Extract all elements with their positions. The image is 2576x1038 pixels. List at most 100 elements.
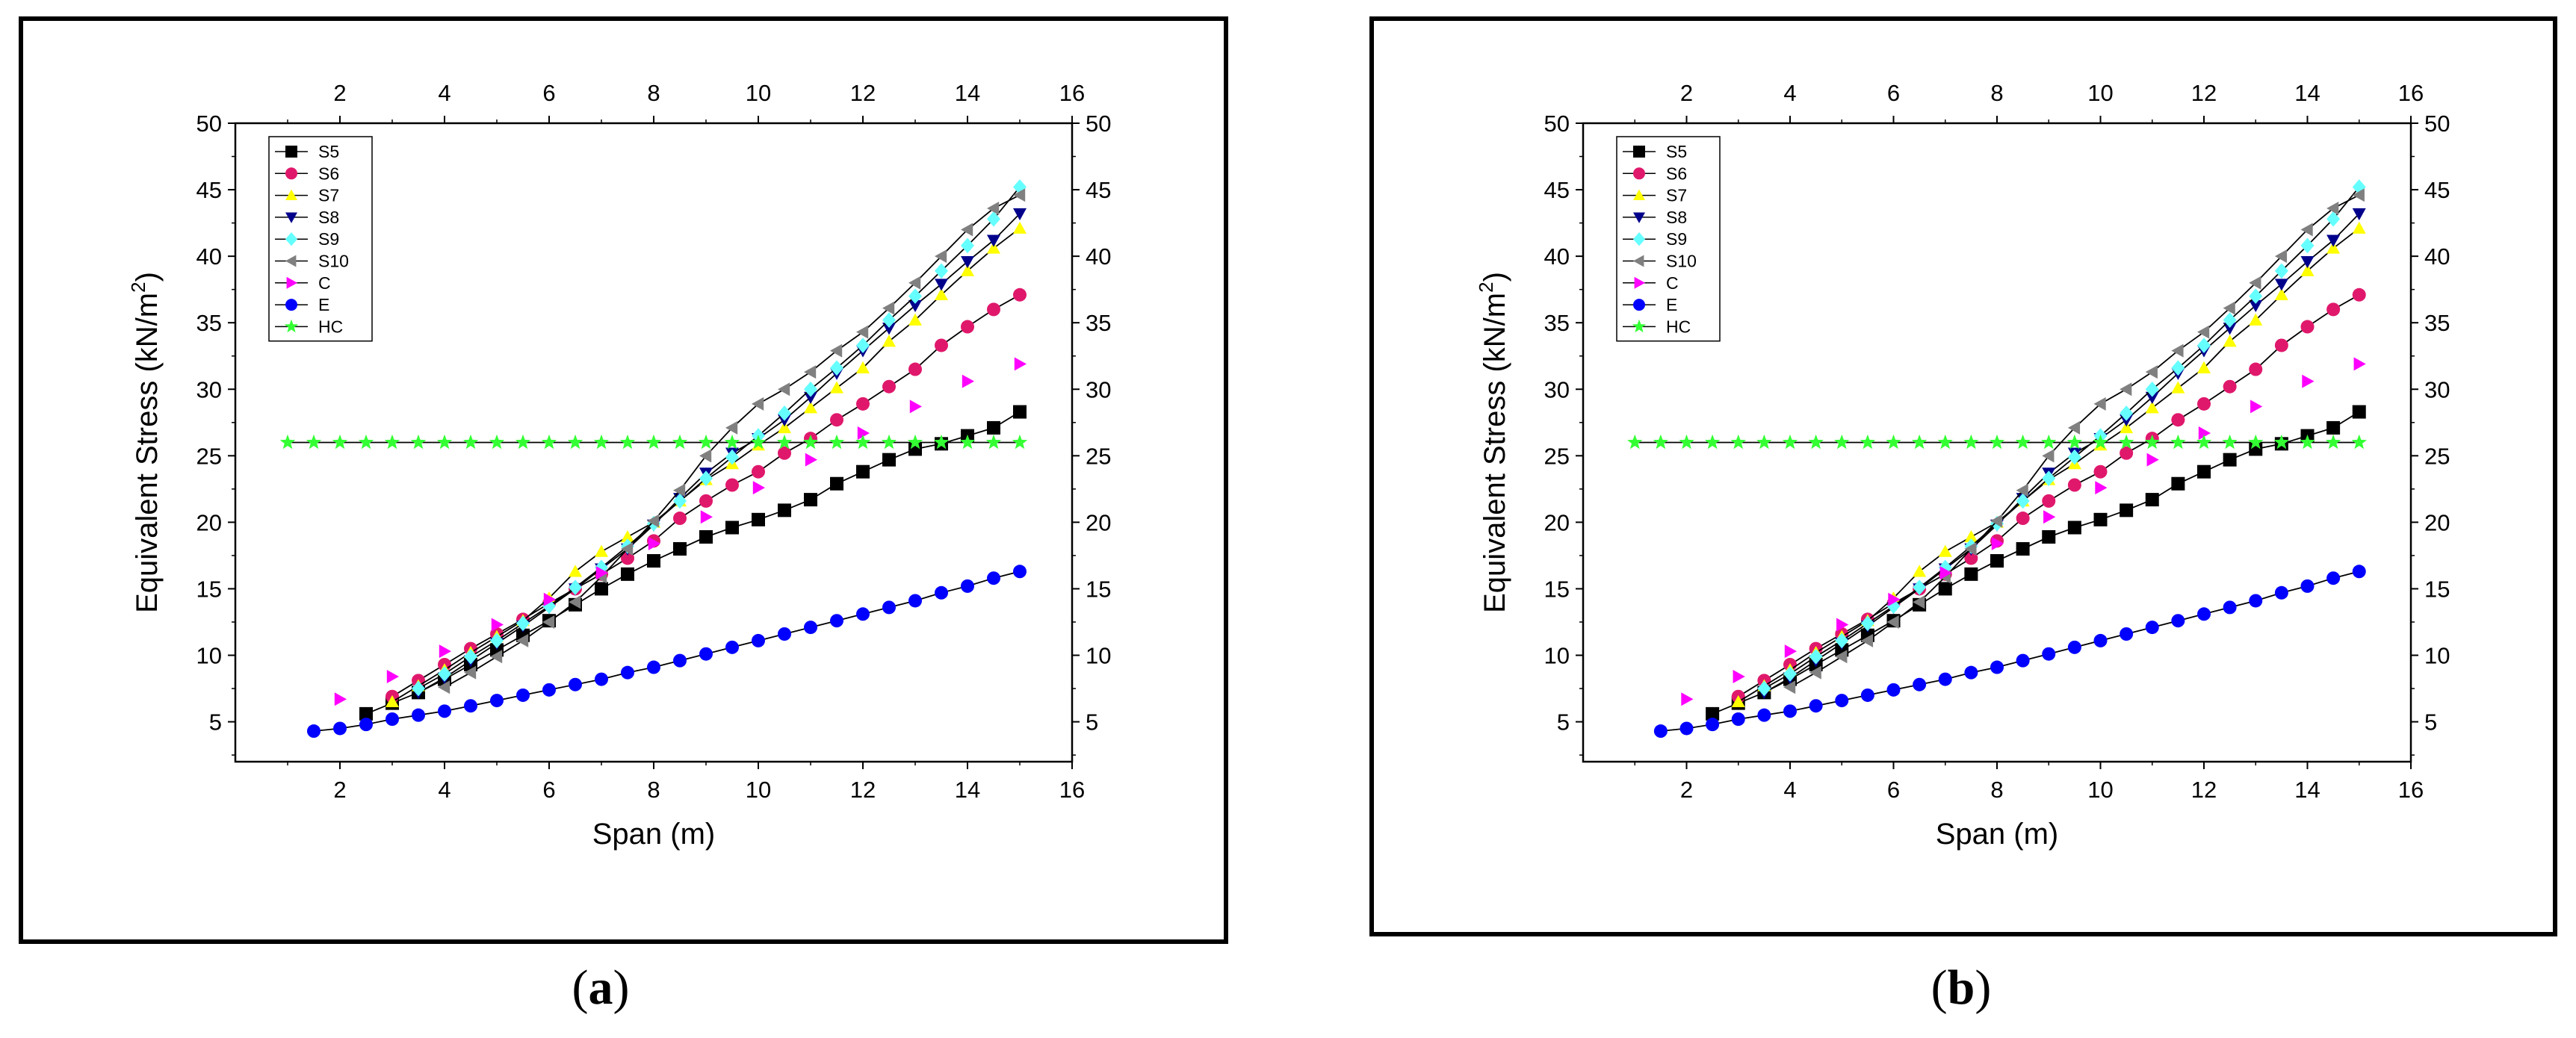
y-tick-label-left-b: 20 <box>1544 509 1570 535</box>
data-point-hc <box>462 434 479 450</box>
legend-b: S5 S6 S7 S8 S9 S10 CE HC <box>1616 136 1721 342</box>
data-point-hc <box>2300 434 2315 450</box>
data-point-s9 <box>778 405 791 421</box>
data-point-s8 <box>2145 391 2159 404</box>
legend-marker-s9 <box>1633 232 1645 246</box>
data-point-s5 <box>2067 520 2081 535</box>
series-c-b <box>1681 357 2366 706</box>
data-point-s9 <box>725 449 739 465</box>
data-point-e <box>2300 579 2315 593</box>
y-axis-label-close-a: ) <box>131 272 164 282</box>
y-axis-label-superscript-b: 2 <box>1475 282 1497 292</box>
data-point-e <box>2120 627 2134 641</box>
data-point-s6 <box>935 338 948 352</box>
data-point-e <box>1706 718 1720 732</box>
data-point-s5 <box>2326 420 2341 435</box>
data-point-e <box>2171 614 2185 628</box>
series-line-s9-a <box>418 186 1021 689</box>
data-point-e <box>333 721 347 736</box>
data-point-s10 <box>856 325 869 339</box>
data-point-s9 <box>1757 680 1771 697</box>
legend-marker-s6 <box>1633 167 1645 180</box>
caption-a: (a) <box>489 960 713 1016</box>
data-point-hc <box>959 434 976 450</box>
data-point-s10 <box>2249 276 2261 290</box>
data-point-c <box>909 400 922 414</box>
legend-marker-s5 <box>285 146 297 158</box>
data-point-s8 <box>882 323 896 335</box>
data-point-s10 <box>621 542 634 556</box>
data-point-s6 <box>2171 413 2185 427</box>
legend-label-c: C <box>1666 273 1679 293</box>
data-point-s10 <box>2326 202 2339 215</box>
data-point-s7 <box>1731 694 1745 708</box>
data-point-c <box>1991 536 2004 550</box>
data-point-s8 <box>987 234 1000 247</box>
data-point-s7 <box>2223 335 2237 347</box>
data-point-s10 <box>2223 301 2235 315</box>
data-point-e <box>2197 607 2211 621</box>
y-tick-label-left-a: 20 <box>196 509 222 535</box>
data-point-hc <box>855 434 871 450</box>
data-point-hc <box>1834 434 1850 450</box>
x-tick-label-bottom-b: 12 <box>2191 777 2217 803</box>
data-point-s10 <box>804 365 817 379</box>
caption-a-close: ) <box>613 960 630 1015</box>
data-point-s6 <box>2016 512 2030 526</box>
data-point-s7 <box>882 335 896 347</box>
data-point-s9 <box>2300 237 2315 254</box>
data-point-hc <box>907 434 923 450</box>
x-tick-label-bottom-b: 16 <box>2398 777 2424 803</box>
data-point-s10 <box>1964 542 1977 556</box>
data-point-hc <box>2144 434 2160 450</box>
data-point-s6 <box>987 302 1000 317</box>
data-point-hc <box>619 434 636 450</box>
series-s10-b <box>1783 188 2365 694</box>
data-point-hc <box>384 434 400 450</box>
legend-label-s6: S6 <box>1666 164 1687 183</box>
x-tick-label-top-a: 4 <box>438 80 451 106</box>
data-point-s10 <box>2352 188 2365 202</box>
x-tick-label-top-a: 16 <box>1059 80 1085 106</box>
y-tick-label-left-a: 50 <box>196 111 222 137</box>
data-point-c <box>2302 374 2315 388</box>
data-point-c <box>1939 566 1952 580</box>
data-point-e <box>882 600 896 615</box>
legend-label-s6: S6 <box>318 164 339 183</box>
data-point-hc <box>2041 434 2057 450</box>
data-point-s10 <box>1809 665 1821 680</box>
y-tick-label-left-b: 35 <box>1544 310 1570 336</box>
data-point-s9 <box>1913 579 1927 596</box>
data-point-s6 <box>961 320 974 334</box>
data-point-hc <box>1730 434 1746 450</box>
data-point-e <box>987 571 1000 585</box>
data-point-hc <box>2325 434 2341 450</box>
data-point-s9 <box>2326 211 2341 227</box>
data-point-hc <box>567 434 583 450</box>
legend-label-s8: S8 <box>1666 208 1687 227</box>
data-point-e <box>1913 677 1927 692</box>
data-point-s9 <box>2274 263 2288 279</box>
legend-label-e: E <box>318 295 329 314</box>
data-point-e <box>2093 633 2108 647</box>
data-point-hc <box>776 434 793 450</box>
y-tick-label-left-a: 35 <box>196 310 222 336</box>
legend-label-s9: S9 <box>1666 229 1687 249</box>
data-point-s9 <box>908 288 922 304</box>
data-point-hc <box>672 434 688 450</box>
x-tick-label-bottom-a: 6 <box>542 777 555 803</box>
y-tick-label-right-a: 25 <box>1086 443 1111 469</box>
data-point-s7 <box>1013 221 1027 234</box>
caption-b-close: ) <box>1975 960 1992 1015</box>
data-point-s5 <box>673 542 687 556</box>
data-point-s7 <box>2300 264 2315 276</box>
legend-label-s8: S8 <box>318 208 339 227</box>
y-tick-label-right-b: 30 <box>2424 376 2450 403</box>
y-tick-label-right-b: 45 <box>2424 177 2450 203</box>
y-tick-label-left-b: 15 <box>1544 576 1570 602</box>
data-point-s5 <box>2223 453 2237 467</box>
data-point-e <box>830 614 843 628</box>
data-point-hc <box>1012 434 1028 450</box>
x-tick-label-bottom-b: 10 <box>2087 777 2113 803</box>
data-point-hc <box>2118 434 2134 450</box>
